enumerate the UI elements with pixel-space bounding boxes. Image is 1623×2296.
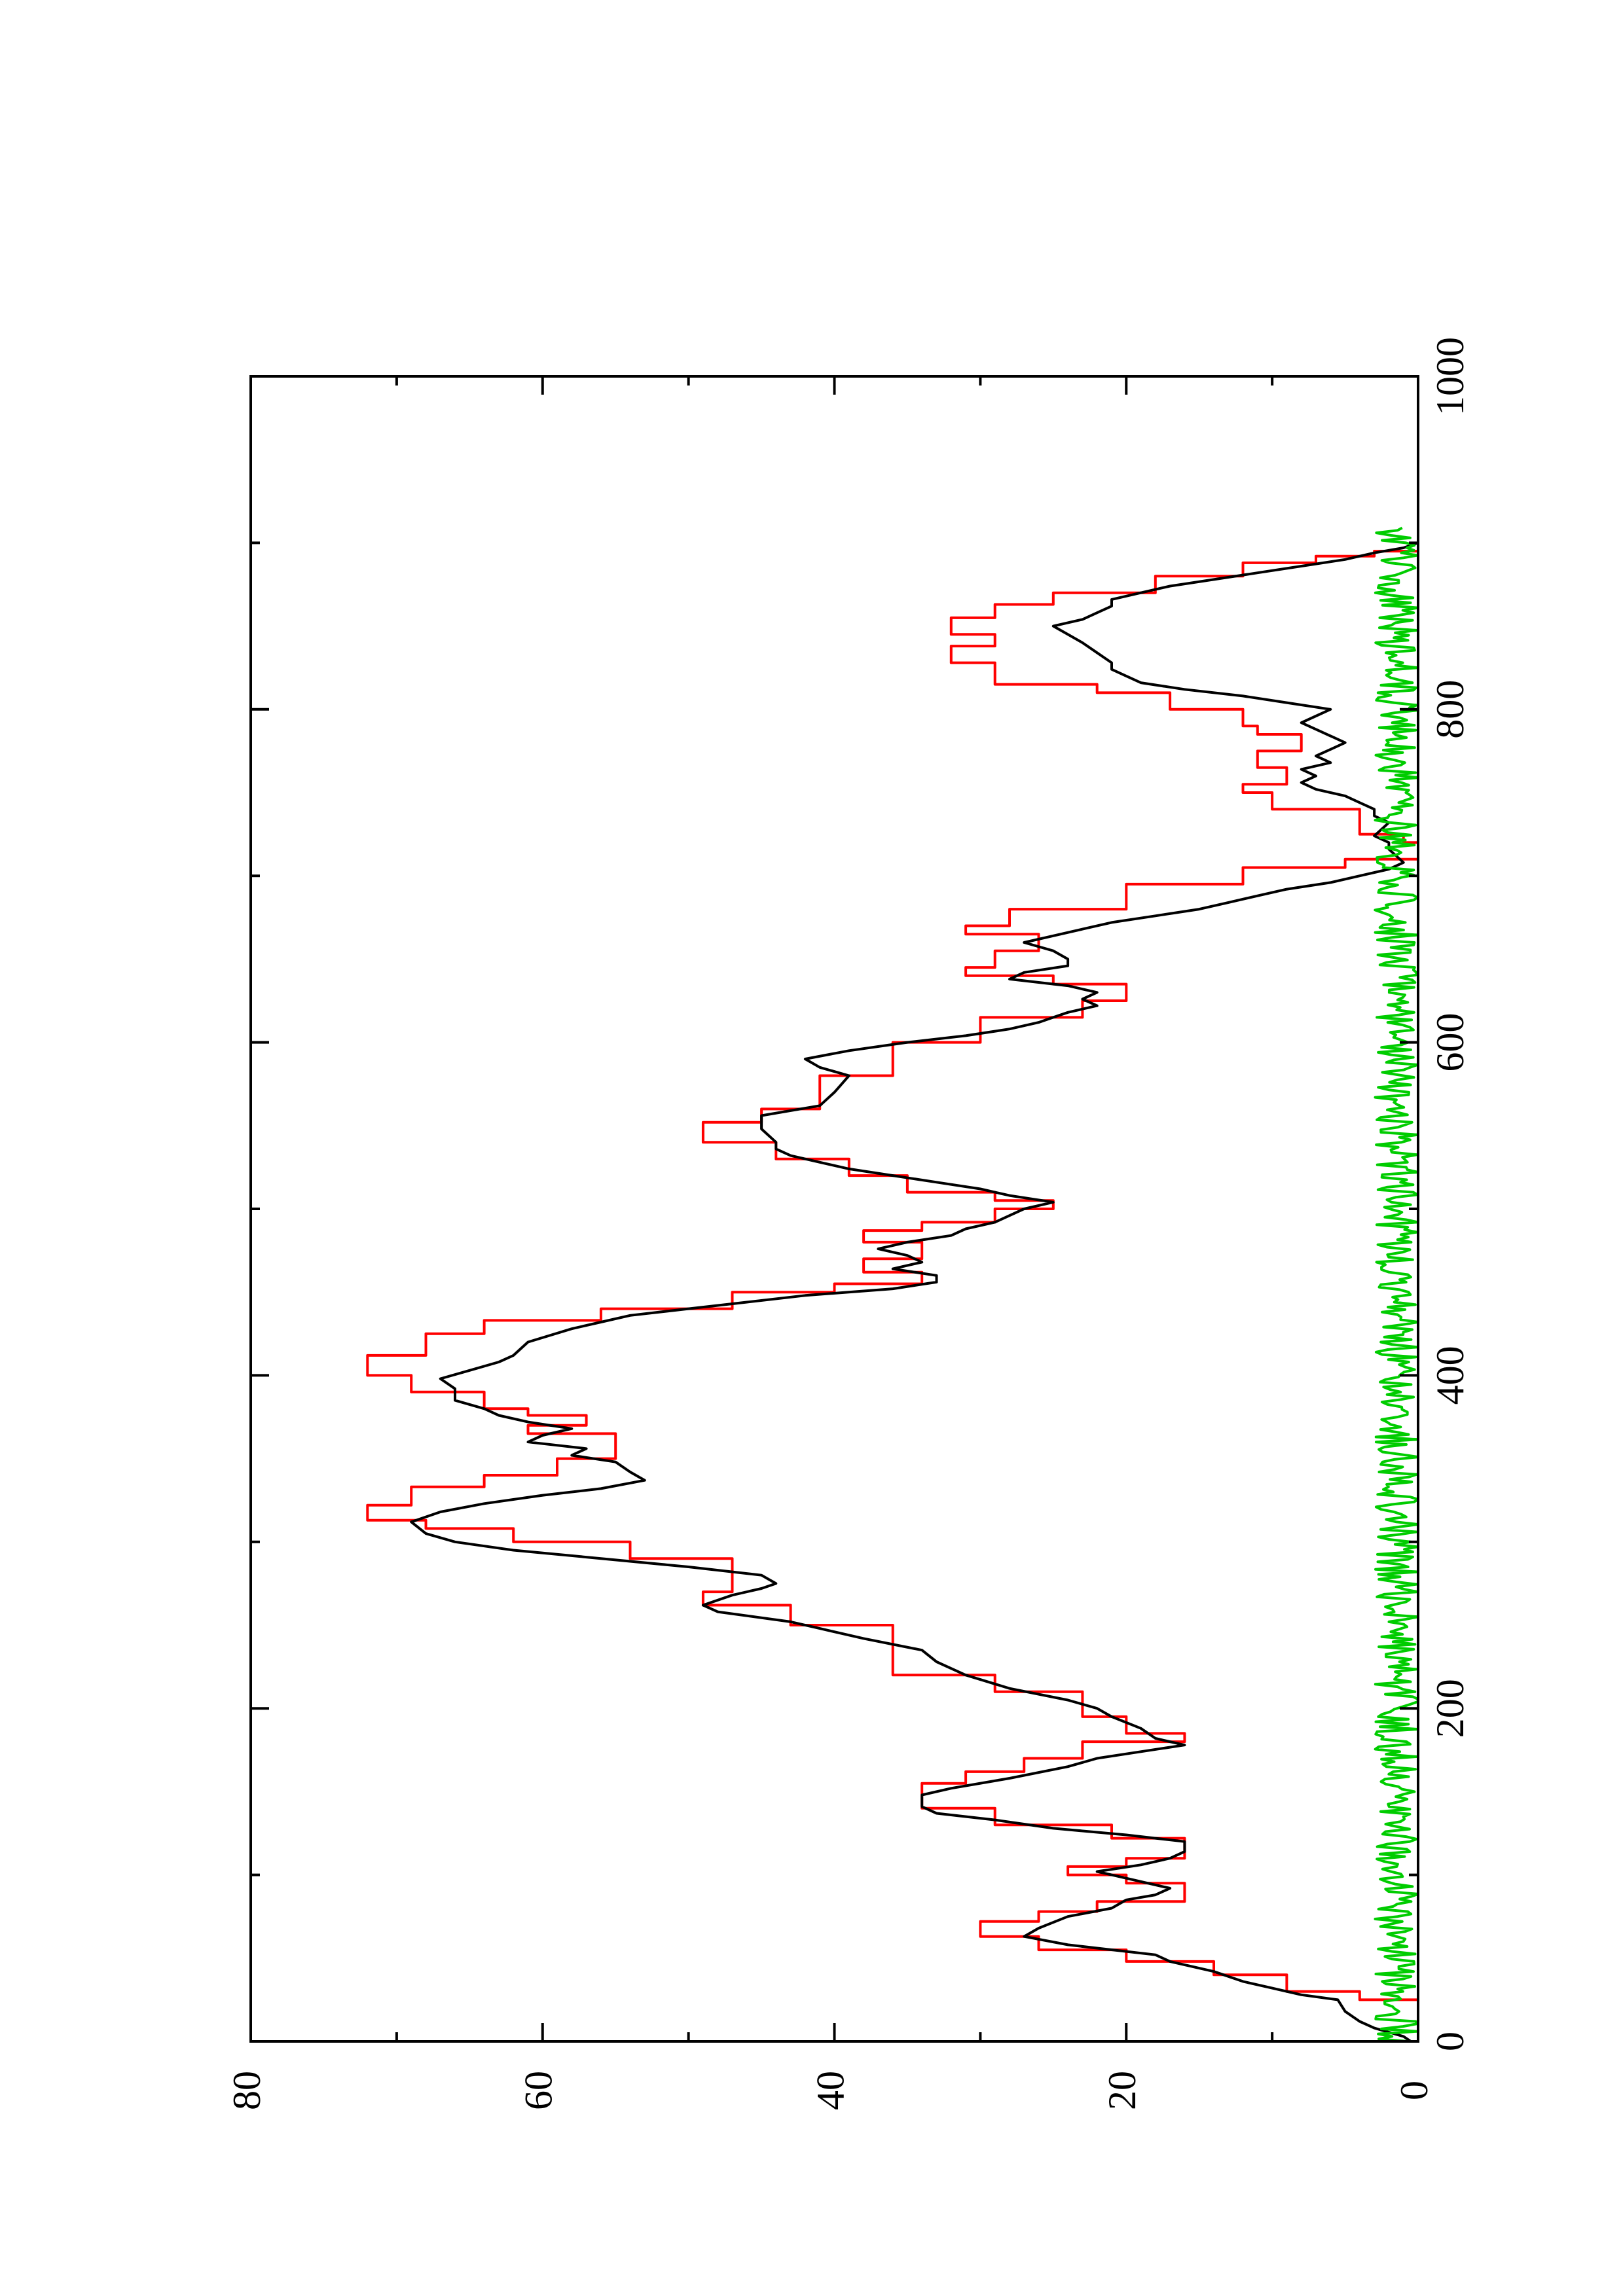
x-tick-label-400: 400 bbox=[1429, 1346, 1472, 1405]
plot-lines bbox=[366, 526, 1419, 2043]
x-tick-label-600: 600 bbox=[1429, 1013, 1472, 1072]
x-tick-label-1000: 1000 bbox=[1429, 337, 1472, 416]
x-tick-label-0: 0 bbox=[1429, 2032, 1472, 2051]
y-tick-label-60: 60 bbox=[517, 2071, 560, 2110]
y-tick-label-40: 40 bbox=[809, 2071, 852, 2110]
plot-frame bbox=[249, 375, 1419, 2043]
y-tick-label-20: 20 bbox=[1101, 2071, 1144, 2110]
series-line-1 bbox=[410, 541, 1419, 2043]
y-tick-label-0: 0 bbox=[1393, 2081, 1436, 2100]
x-tick-label-200: 200 bbox=[1429, 1679, 1472, 1738]
x-tick-label-800: 800 bbox=[1429, 680, 1472, 739]
series-line-2 bbox=[1374, 526, 1419, 2043]
y-tick-label-80: 80 bbox=[225, 2071, 268, 2110]
series-line-0 bbox=[366, 550, 1419, 2041]
tick-labels: 0 200 400 600 800 1000 0 20 40 60 80 bbox=[225, 337, 1472, 2110]
